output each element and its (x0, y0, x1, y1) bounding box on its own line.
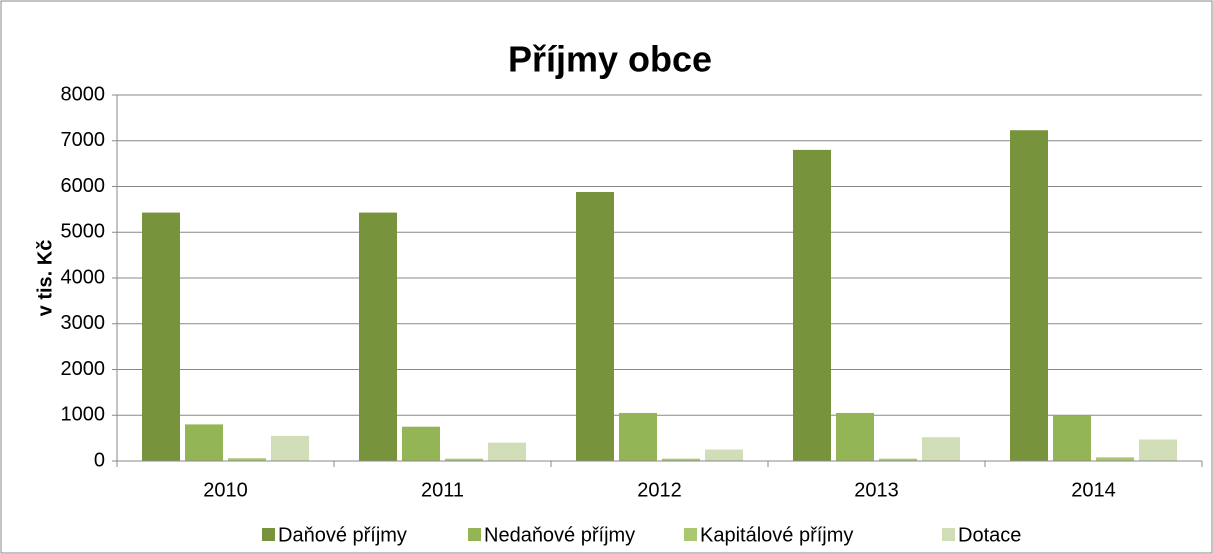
y-tick-label: 5000 (61, 221, 106, 243)
legend-swatch (684, 528, 697, 541)
y-tick-label: 0 (94, 449, 105, 471)
legend-swatch (942, 528, 955, 541)
bar (576, 191, 614, 462)
y-tick-label: 1000 (61, 404, 106, 426)
bar (359, 212, 397, 461)
x-tick-label: 2014 (1071, 479, 1116, 501)
bar (619, 412, 657, 461)
bar (445, 458, 483, 461)
chart-title: Příjmy obce (508, 39, 712, 80)
legend-swatch (262, 528, 275, 541)
bar (1096, 457, 1134, 461)
bar (793, 149, 831, 461)
legend-label: Nedaňové příjmy (484, 524, 635, 546)
y-tick-label: 2000 (61, 358, 106, 380)
x-tick-label: 2012 (637, 479, 682, 501)
x-tick-label: 2013 (854, 479, 899, 501)
bar (402, 426, 440, 461)
bar (228, 458, 266, 461)
y-tick-label: 3000 (61, 312, 106, 334)
bar (271, 435, 309, 461)
y-axis-label: v tis. Kč (34, 240, 56, 317)
legend-label: Dotace (958, 524, 1021, 546)
bar (185, 424, 223, 461)
legend-swatch (468, 528, 481, 541)
y-tick-label: 4000 (61, 266, 106, 288)
y-tick-label: 6000 (61, 175, 106, 197)
bar (879, 458, 917, 461)
bar (922, 437, 960, 461)
bar (1139, 439, 1177, 461)
bar (705, 449, 743, 461)
x-tick-label: 2011 (421, 479, 464, 501)
x-tick-label: 2010 (203, 479, 248, 501)
y-tick-label: 8000 (61, 83, 106, 105)
bar (836, 412, 874, 461)
legend-label: Kapitálové příjmy (700, 524, 853, 546)
bar (142, 212, 180, 461)
bar (488, 442, 526, 461)
legend-label: Daňové příjmy (278, 524, 407, 546)
bar (1010, 130, 1048, 462)
bar (662, 458, 700, 461)
y-tick-label: 7000 (61, 129, 106, 151)
bar (1053, 415, 1091, 461)
